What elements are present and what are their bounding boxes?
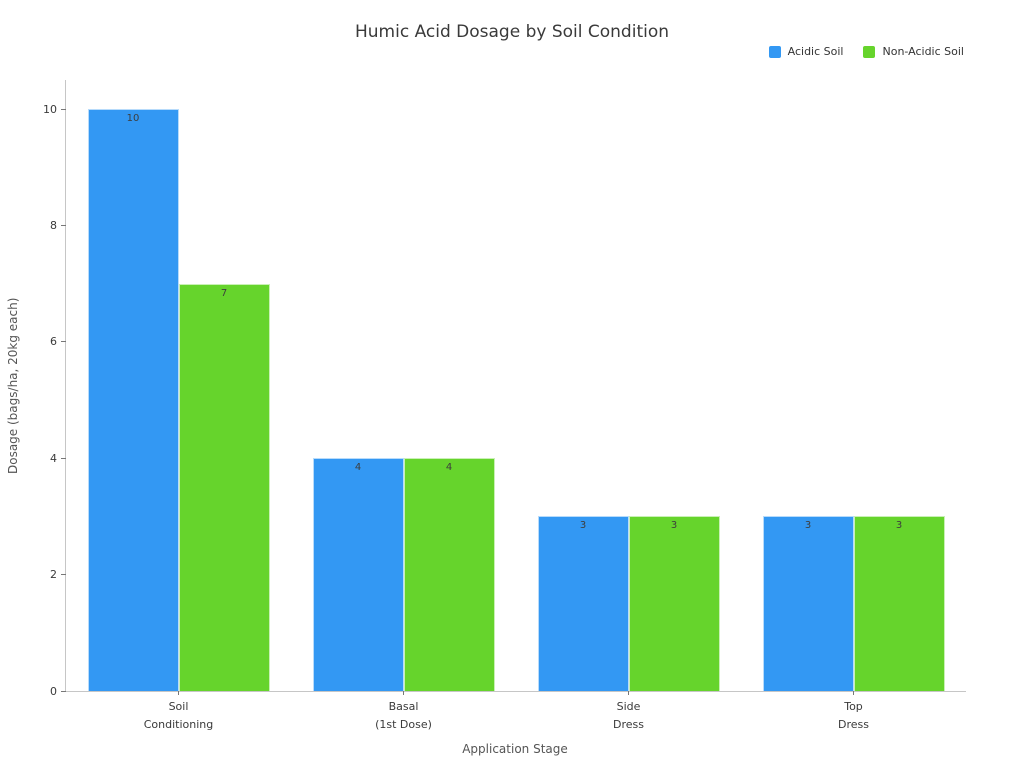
chart-title: Humic Acid Dosage by Soil Condition (354, 22, 670, 42)
x-tick-label: Soil Conditioning (143, 700, 214, 731)
bar-value-label: 3 (579, 520, 587, 532)
y-tick-label: 4 (50, 451, 57, 465)
y-tick-mark (61, 108, 66, 110)
legend-swatch-icon (863, 45, 876, 58)
bar-value-label: 7 (220, 287, 228, 299)
x-tick-label: Top Dress (838, 700, 869, 731)
y-tick-label: 8 (50, 218, 57, 232)
bar-value-label: 3 (895, 520, 903, 532)
x-tick-mark (403, 691, 404, 695)
bar: 3 (853, 516, 945, 691)
legend-swatch-icon (768, 45, 781, 58)
y-tick-label: 10 (43, 102, 57, 116)
y-axis-title: Dosage (bags/ha, 20kg each) (6, 297, 20, 474)
y-tick-label: 0 (50, 684, 57, 698)
x-tick-mark (628, 691, 629, 695)
bar: 7 (178, 283, 270, 691)
x-tick-mark (178, 691, 179, 695)
x-tick-label: Basal (1st Dose) (375, 700, 432, 731)
bar-value-label: 4 (445, 462, 453, 474)
legend: Acidic Soil Non-Acidic Soil (768, 45, 964, 58)
bar: 3 (537, 516, 629, 691)
y-tick-label: 2 (50, 568, 57, 582)
bar-value-label: 10 (126, 113, 140, 125)
bar-value-label: 3 (670, 520, 678, 532)
bar-value-label: 4 (354, 462, 362, 474)
bar: 10 (87, 109, 179, 691)
legend-label: Non-Acidic Soil (882, 45, 964, 58)
plot-area: 0 2 4 6 8 10 10 7 Soil Conditioning 4 4 Basal (1st … (43, 80, 966, 731)
bar: 3 (762, 516, 854, 691)
y-tick-mark (61, 341, 66, 343)
y-tick-mark (61, 574, 66, 576)
legend-item: Acidic Soil (768, 45, 844, 58)
bar: 4 (403, 458, 495, 691)
legend-item: Non-Acidic Soil (863, 45, 964, 58)
y-tick-mark (61, 457, 66, 459)
x-axis-title: Application Stage (462, 742, 568, 756)
bar-group: 10 7 (87, 80, 270, 691)
x-tick-mark (853, 691, 854, 695)
bar: 4 (312, 458, 404, 691)
y-tick-mark (61, 224, 66, 226)
x-tick-label: Side Dress (613, 700, 644, 731)
legend-label: Acidic Soil (787, 45, 844, 58)
y-tick-label: 6 (50, 335, 57, 349)
bar-value-label: 3 (804, 520, 812, 532)
y-tick-mark (61, 690, 66, 692)
bar: 3 (628, 516, 720, 691)
